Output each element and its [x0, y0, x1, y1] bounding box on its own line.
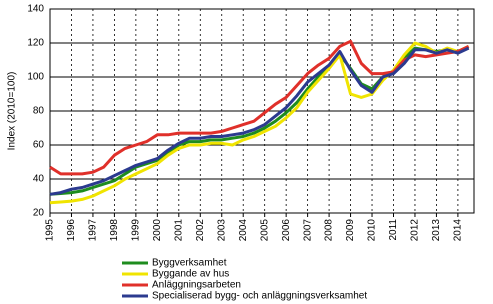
x-tick-label: 1996 [66, 219, 77, 242]
x-tick-label: 1999 [131, 219, 142, 242]
x-tick-label: 2004 [238, 219, 249, 242]
legend-label: Specialiserad bygg- och anläggningsverks… [152, 291, 367, 302]
y-tick-label: 140 [27, 4, 44, 15]
x-tick-label: 2012 [410, 219, 421, 242]
data-line [49, 41, 470, 205]
x-tick-label: 2009 [345, 219, 356, 242]
x-tick-label: 2000 [152, 219, 163, 242]
y-tick-label: 100 [27, 72, 44, 83]
legend-label: Byggande av hus [152, 269, 229, 280]
x-tick-label: 1998 [109, 219, 120, 242]
y-tick-label: 20 [33, 208, 45, 219]
x-tick-label: 1995 [45, 219, 56, 242]
x-tick-label: 2002 [195, 219, 206, 242]
x-tick-label: 2003 [216, 219, 227, 242]
x-tick-label: 2007 [302, 219, 313, 242]
x-tick-label: 2010 [367, 219, 378, 242]
data-line [49, 46, 470, 196]
x-tick-label: 1997 [88, 219, 99, 242]
y-tick-label: 60 [33, 140, 45, 151]
y-tick-label: 40 [33, 174, 45, 185]
x-tick-label: 2014 [453, 219, 464, 242]
data-line [49, 39, 470, 176]
x-tick-label: 2011 [388, 219, 399, 241]
legend-label: Byggverksamhet [152, 258, 227, 269]
legend-label: Anläggningsarbeten [152, 280, 241, 291]
x-tick-label: 2005 [259, 219, 270, 242]
x-tick-label: 2001 [173, 219, 184, 242]
x-tick-label: 2008 [324, 219, 335, 242]
y-tick-label: 80 [33, 106, 45, 117]
y-axis-label: Index (2010=100) [7, 72, 18, 151]
x-tick-label: 2006 [281, 219, 292, 242]
x-tick-label: 2013 [431, 219, 442, 242]
y-tick-label: 120 [27, 38, 44, 49]
